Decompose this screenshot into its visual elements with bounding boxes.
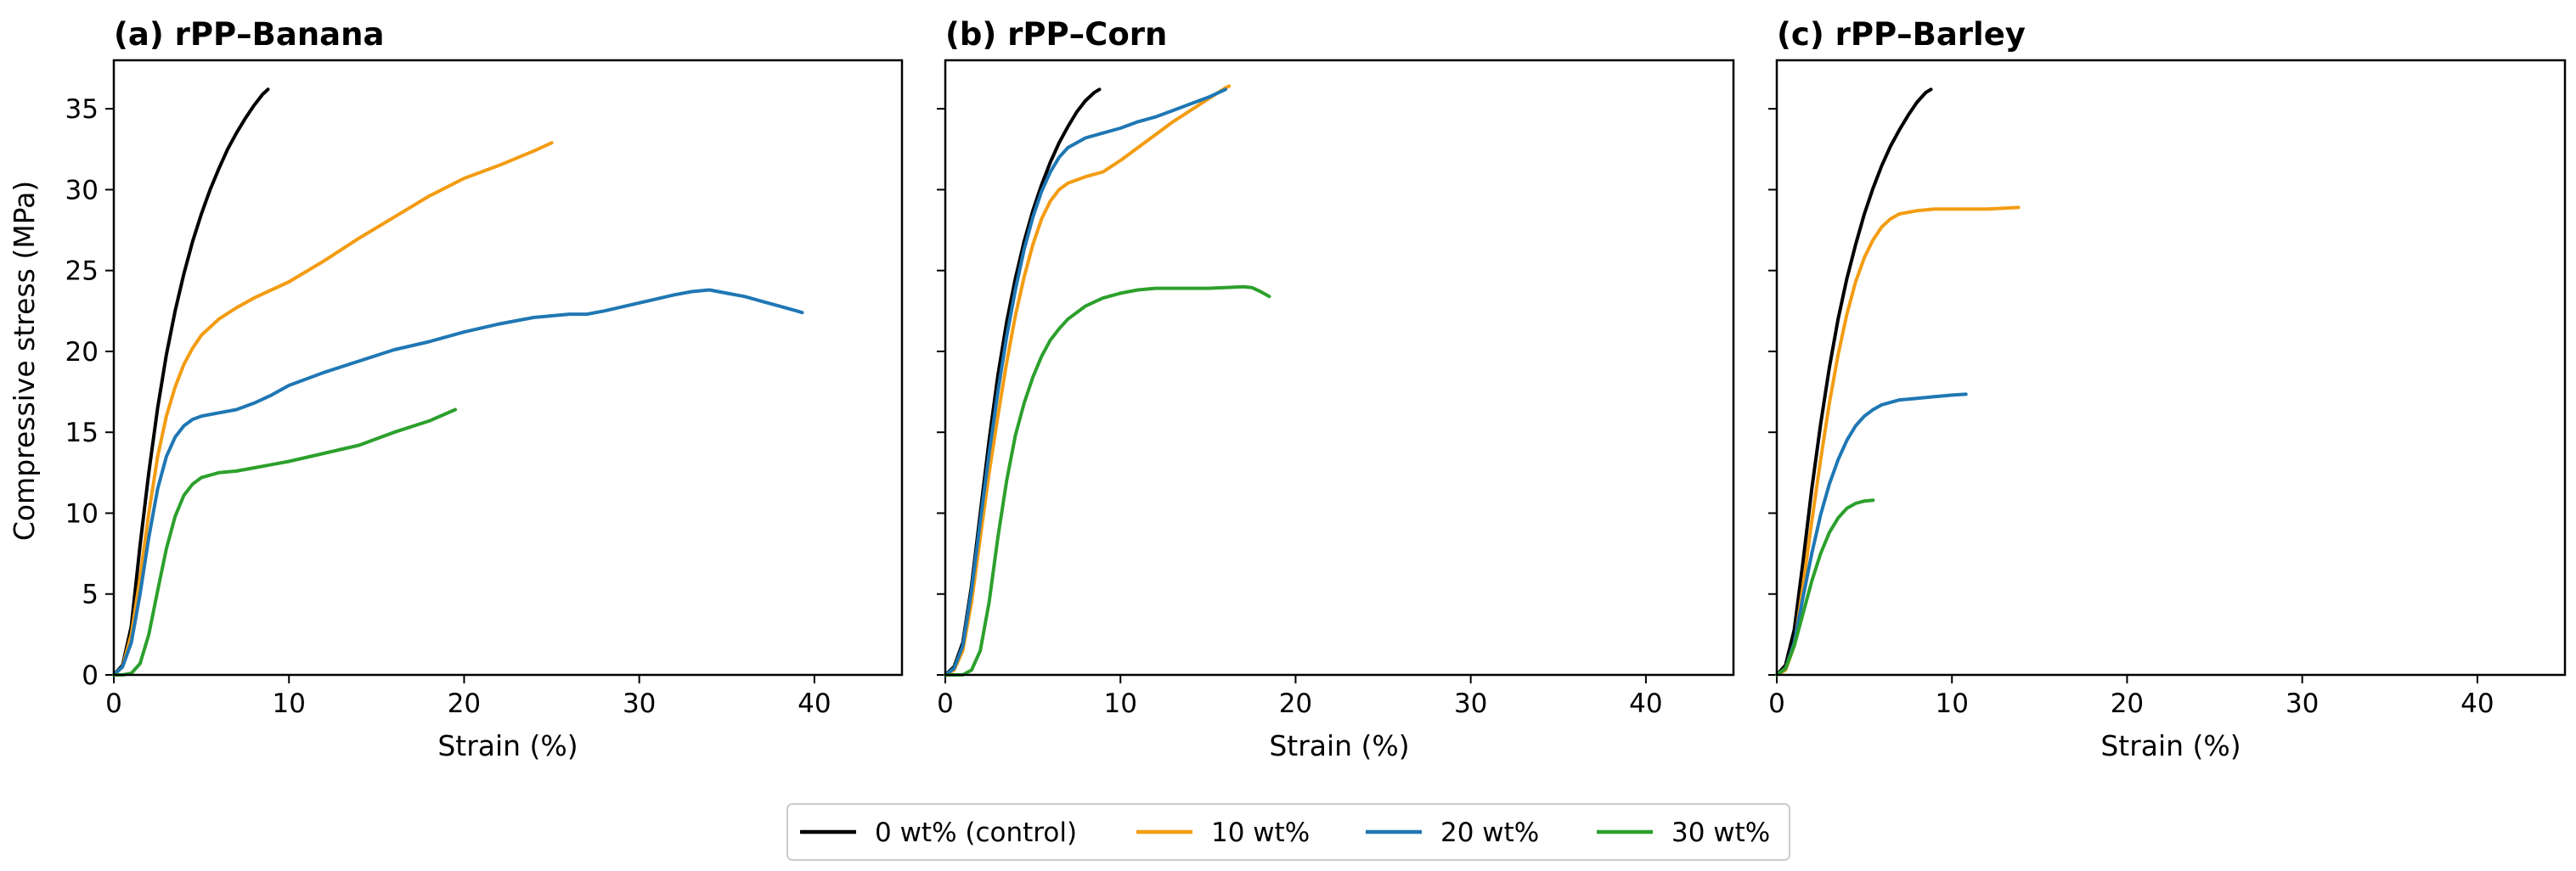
series-line [1775,87,1933,677]
panel-title: (a) rPP–Banana [114,16,384,53]
y-tick-label: 10 [65,498,99,529]
panels: (a) rPP–Banana 0 10 20 30 40 0 5 10 15 20 25 30 35 Str… [65,16,2567,762]
series-line [944,84,1232,677]
x-tick-label: 10 [1103,688,1136,719]
series-line [944,87,1227,677]
chart-panel-2: (b) rPP–Corn 0 10 20 30 40 Strain (%) [937,16,1735,762]
legend-label: 20 wt% [1440,818,1539,848]
series-line [1775,392,1968,677]
legend-label: 0 wt% (control) [875,818,1077,848]
x-tick-label: 20 [1279,688,1312,719]
x-axis-label: Strain (%) [1269,729,1409,762]
series-line [1775,205,2021,677]
x-tick-label: 20 [448,688,481,719]
x-tick-label: 40 [1629,688,1662,719]
plot-frame [944,59,1735,677]
y-tick-label: 25 [65,256,99,287]
plot-frame [1775,59,2567,677]
x-tick-label: 0 [1768,688,1785,719]
y-tick-label: 5 [82,580,99,610]
x-tick-label: 30 [1454,688,1487,719]
y-tick-label: 20 [65,337,99,368]
x-tick-label: 10 [1935,688,1968,719]
chart-panel-1: (a) rPP–Banana 0 10 20 30 40 0 5 10 15 20 25 30 35 Str… [65,16,904,762]
x-tick-label: 40 [798,688,831,719]
x-tick-label: 40 [2460,688,2494,719]
series-line [944,284,1271,677]
legend-label: 10 wt% [1211,818,1310,848]
series-line [112,407,458,677]
legend-label: 30 wt% [1671,818,1770,848]
legend: 0 wt% (control) 10 wt% 20 wt% 30 wt% [786,803,1790,861]
y-tick-label: 0 [82,660,99,691]
y-tick-label: 30 [65,175,99,205]
y-tick-label: 15 [65,418,99,448]
y-tick-label: 35 [65,94,99,125]
plot-frame [112,59,904,677]
x-axis-label: Strain (%) [2100,729,2241,762]
series-line [1775,498,1875,677]
x-tick-label: 10 [272,688,305,719]
series-line [944,87,1102,677]
x-tick-label: 30 [2286,688,2319,719]
panel-title: (c) rPP–Barley [1777,16,2026,53]
x-tick-label: 0 [937,688,954,719]
panel-title: (b) rPP–Corn [945,16,1167,53]
series-line [112,288,804,677]
series-line [112,87,270,677]
x-tick-label: 30 [623,688,656,719]
x-axis-label: Strain (%) [437,729,578,762]
x-tick-label: 20 [2111,688,2144,719]
x-tick-label: 0 [105,688,122,719]
y-axis-label: Compressive stress (MPa) [8,181,41,541]
legend-box [786,803,1790,861]
chart-panel-3: (c) rPP–Barley 0 10 20 30 40 Strain (%) [1768,16,2567,762]
series-line [112,141,554,677]
